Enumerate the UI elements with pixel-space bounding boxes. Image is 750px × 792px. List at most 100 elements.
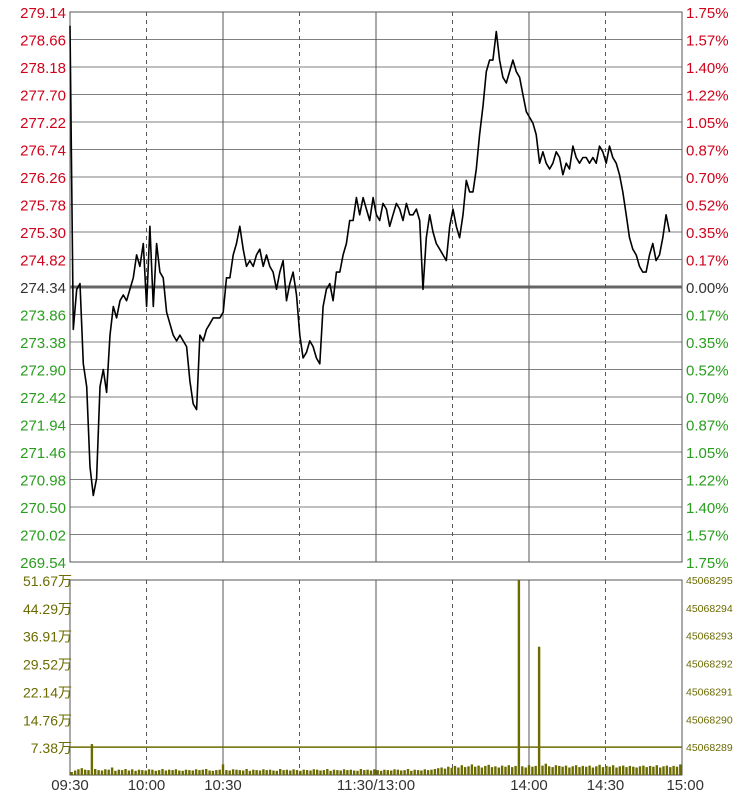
volume-bar [507, 765, 510, 775]
volume-bar [588, 765, 591, 775]
volume-bar [524, 767, 527, 775]
volume-bar [326, 769, 329, 775]
volume-bar [299, 770, 302, 775]
volume-tick-label: 29.52万 [23, 657, 72, 673]
percent-tick-label: 0.17% [686, 253, 729, 270]
price-tick-label: 277.22 [20, 115, 66, 132]
volume-bar [194, 769, 198, 775]
volume-bar [268, 769, 272, 775]
volume-right-tick-label: 45068293 [686, 631, 733, 643]
volume-bar [386, 770, 389, 775]
volume-bar [511, 767, 514, 775]
volume-bar [171, 770, 174, 775]
percent-tick-label: 0.35% [686, 225, 729, 242]
volume-right-tick-label: 45068292 [686, 659, 733, 671]
volume-bar [376, 770, 379, 775]
time-tick-label: 09:30 [51, 777, 89, 792]
volume-bar [322, 770, 326, 775]
volume-bar [648, 765, 652, 775]
volume-bar [245, 769, 248, 775]
volume-bar [248, 770, 252, 775]
price-tick-label: 274.82 [20, 253, 66, 270]
volume-bar [373, 769, 376, 775]
price-grid [69, 11, 683, 563]
volume-bar [305, 770, 309, 775]
volume-bar [80, 768, 83, 775]
time-tick-label: 11:30/13:00 [337, 777, 415, 792]
volume-bar [578, 767, 581, 775]
volume-bar [353, 770, 356, 775]
volume-bar [527, 765, 531, 775]
percent-tick-label: 1.57% [686, 528, 729, 545]
volume-bar [595, 766, 598, 775]
volume-bar [390, 770, 393, 775]
volume-bar [346, 770, 349, 775]
volume-bar [218, 769, 221, 775]
price-tick-label: 274.34 [20, 280, 66, 297]
volume-bar [363, 770, 366, 775]
volume-bar [188, 770, 191, 775]
volume-bar [457, 767, 460, 775]
price-tick-label: 270.50 [20, 500, 66, 517]
volume-bar [608, 766, 611, 775]
volume-bar [537, 646, 541, 775]
percent-tick-label: 0.87% [686, 418, 729, 435]
price-tick-label: 278.18 [20, 60, 66, 77]
time-tick-label: 14:00 [510, 777, 548, 792]
price-tick-label: 276.26 [20, 170, 66, 187]
volume-bar [406, 769, 410, 775]
volume-grid [69, 579, 683, 776]
volume-bar [94, 769, 97, 775]
volume-right-tick-label: 45068289 [686, 742, 733, 754]
volume-bars [70, 580, 682, 775]
volume-bar [669, 767, 672, 775]
volume-tick-label: 51.67万 [23, 573, 72, 589]
volume-bar [551, 767, 554, 775]
volume-bar [144, 770, 147, 775]
volume-bar [484, 765, 487, 775]
volume-bar [137, 769, 141, 775]
volume-bar [107, 769, 110, 775]
volume-bar [433, 769, 437, 775]
volume-right-axis-labels: 45068295 45068294 45068293 45068292 45068291… [686, 575, 733, 754]
volume-bar [168, 769, 171, 775]
volume-bar [443, 768, 447, 775]
price-tick-label: 276.74 [20, 143, 66, 160]
percent-tick-label: 1.05% [686, 115, 729, 132]
volume-bar [514, 765, 517, 775]
volume-bar [84, 769, 87, 775]
percent-tick-label: 1.40% [686, 60, 729, 77]
volume-right-tick-label: 45068290 [686, 714, 733, 726]
price-tick-label: 270.02 [20, 528, 66, 545]
price-tick-label: 278.66 [20, 33, 66, 50]
volume-bar [336, 770, 339, 775]
volume-bar [638, 766, 642, 775]
volume-bar [410, 770, 413, 775]
volume-bar [635, 767, 638, 775]
volume-bar [114, 770, 117, 775]
volume-bar [440, 767, 443, 775]
volume-bar [289, 770, 292, 775]
volume-bar [416, 770, 420, 775]
volume-bar [201, 769, 204, 775]
volume-bar [242, 770, 245, 775]
volume-bar [585, 766, 588, 775]
volume-bar [265, 770, 268, 775]
volume-bar [255, 770, 258, 775]
percent-axis-labels: 1.75% 1.57% 1.40% 1.22% 1.05% 0.87% 0.70% 0.52%… [686, 5, 729, 572]
volume-bar [154, 770, 157, 775]
volume-bar [541, 765, 544, 775]
price-tick-label: 271.94 [20, 418, 66, 435]
volume-bar [642, 765, 645, 775]
volume-bar [379, 770, 383, 775]
price-tick-label: 275.78 [20, 198, 66, 215]
volume-bar [561, 766, 564, 775]
volume-bar [319, 770, 322, 775]
volume-tick-label: 7.38万 [31, 740, 72, 756]
volume-bar [181, 770, 184, 775]
volume-bar [252, 769, 255, 775]
volume-bar [558, 765, 561, 775]
volume-bar [554, 765, 558, 775]
volume-right-tick-label: 45068295 [686, 575, 733, 587]
percent-tick-label: 0.87% [686, 143, 729, 160]
